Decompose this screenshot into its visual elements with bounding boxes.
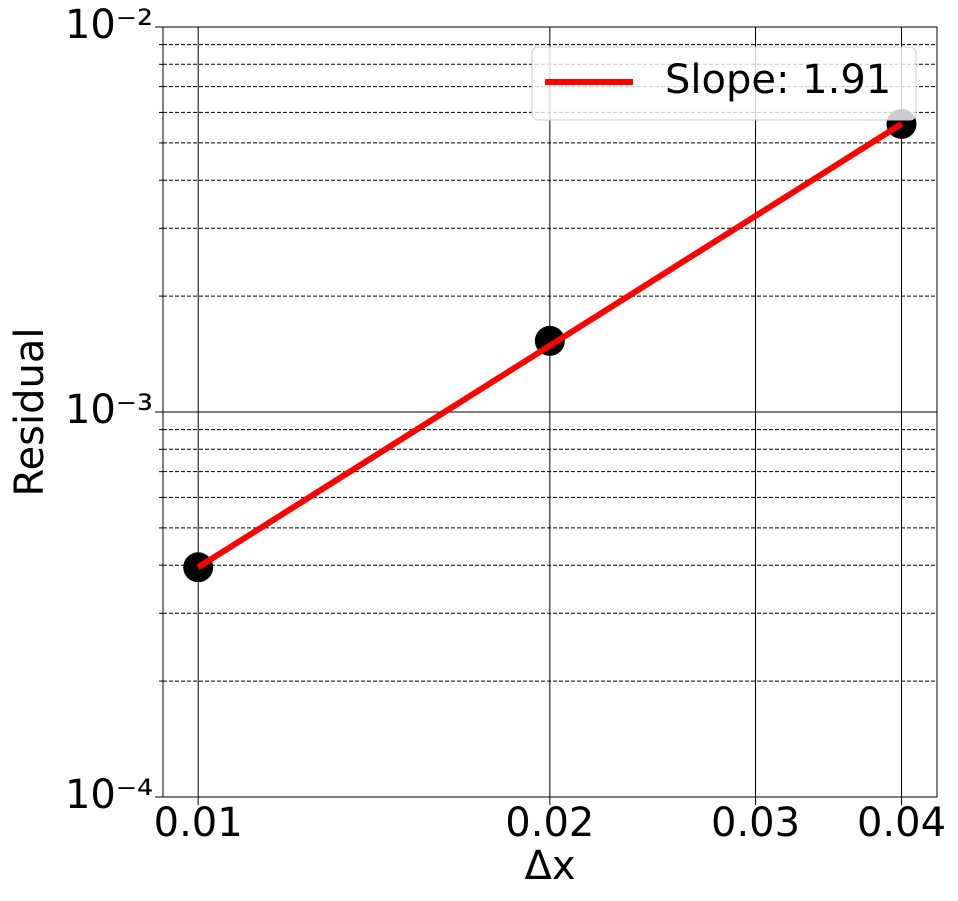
y-tick-label: 10⁻⁴ [65, 772, 153, 818]
y-tick-label: 10⁻² [65, 2, 153, 48]
x-axis-label: Δx [524, 843, 575, 889]
fit-line [196, 121, 904, 570]
x-tick-label: 0.01 [154, 800, 243, 846]
x-tick-label: 0.03 [711, 800, 800, 846]
x-tick-label: 0.02 [505, 800, 594, 846]
legend-label: Slope: 1.91 [665, 57, 891, 103]
y-axis-label: Residual [7, 328, 53, 497]
plot-frame [162, 26, 938, 798]
x-tick-label: 0.04 [857, 800, 946, 846]
y-tick-label: 10⁻³ [65, 387, 153, 433]
legend: Slope: 1.91 [531, 46, 917, 121]
legend-box [531, 46, 917, 121]
